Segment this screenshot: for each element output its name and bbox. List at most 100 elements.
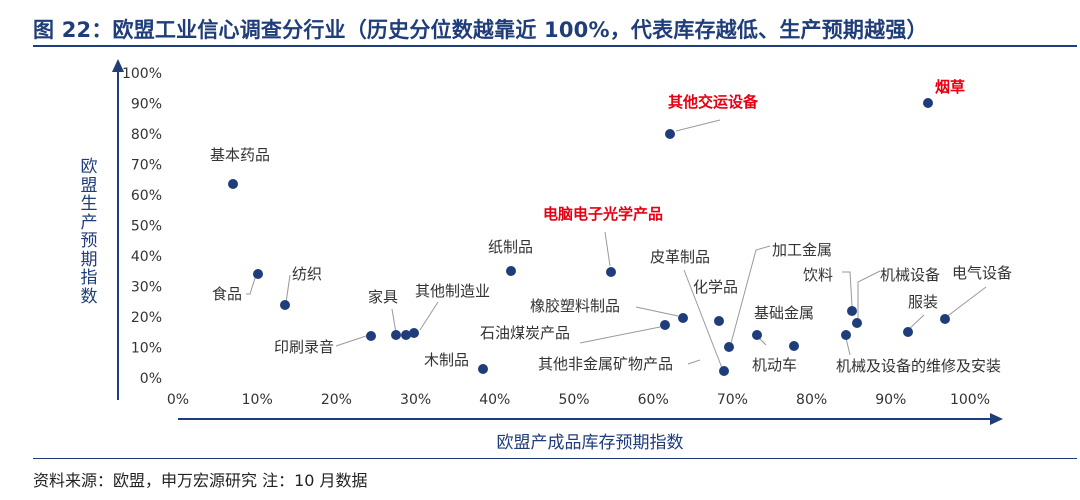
leader-line [683, 269, 723, 369]
x-tick-label: 30% [400, 392, 431, 408]
leader-line [907, 314, 925, 331]
point-label: 石油煤炭产品 [480, 324, 570, 342]
point-label: 化学品 [693, 278, 738, 296]
x-tick-label: 100% [950, 392, 990, 408]
data-point [678, 313, 688, 323]
leader-line [285, 274, 291, 304]
point-label: 服装 [908, 293, 938, 311]
x-tick-label: 40% [479, 392, 510, 408]
data-point [253, 269, 263, 279]
data-point [852, 318, 862, 328]
point-label: 橡胶塑料制品 [530, 297, 620, 315]
data-point [401, 330, 411, 340]
axes [112, 59, 1003, 425]
point-label: 纺织 [292, 265, 322, 283]
data-point [366, 331, 376, 341]
y-tick-label: 40% [131, 249, 162, 265]
x-tick-label: 70% [717, 392, 748, 408]
point-label: 基础金属 [754, 304, 814, 322]
point-label: 电脑电子光学产品 [543, 205, 663, 223]
point-label: 木制品 [424, 351, 469, 369]
data-point [719, 366, 729, 376]
point-label: 机动车 [752, 356, 797, 374]
y-tick-label: 20% [131, 310, 162, 326]
point-label: 食品 [212, 285, 242, 303]
x-tick-label: 10% [242, 392, 273, 408]
leader-line [944, 286, 987, 319]
point-label: 印刷录音 [274, 338, 334, 356]
y-tick-label: 90% [131, 97, 162, 113]
leader-line [635, 306, 679, 317]
point-label: 机械设备 [880, 266, 940, 284]
data-point [841, 330, 851, 340]
y-tick-label: 60% [131, 188, 162, 204]
x-axis-title: 欧盟产成品库存预期指数 [496, 433, 684, 453]
y-tick-label: 0% [140, 371, 162, 387]
y-tick-label: 70% [131, 158, 162, 174]
y-tick-label: 30% [131, 280, 162, 296]
data-point [923, 98, 933, 108]
point-label: 饮料 [803, 266, 833, 284]
x-tick-label: 60% [638, 392, 669, 408]
y-tick-label: 100% [122, 66, 162, 82]
leader-line [675, 119, 721, 132]
y-tick-labels: 0% 10% 20% 30% 40% 50% 60% 70% 80% 90% 100% [122, 66, 162, 387]
leader-line [845, 337, 851, 356]
y-axis-arrow [112, 59, 124, 72]
data-point [665, 129, 675, 139]
leader-line [857, 270, 881, 320]
leader-line [419, 301, 439, 331]
leader-lines [246, 119, 987, 369]
data-point [724, 342, 734, 352]
leader-line [687, 359, 701, 365]
point-label: 纸制品 [488, 238, 533, 256]
leader-line [604, 231, 611, 267]
data-points [228, 98, 950, 376]
data-point [409, 328, 419, 338]
x-axis-arrow [990, 413, 1003, 425]
leader-line [391, 308, 397, 334]
leader-line [842, 271, 853, 307]
x-tick-labels: 0% 10% 20% 30% 40% 50% 60% 70% 80% 90% 100% [167, 392, 990, 408]
point-label: 其他制造业 [415, 282, 490, 300]
data-point [847, 306, 857, 316]
data-point [506, 266, 516, 276]
leader-line [246, 274, 257, 295]
data-point [903, 327, 913, 337]
point-label: 加工金属 [772, 241, 832, 259]
data-point [606, 267, 616, 277]
y-tick-label: 10% [131, 341, 162, 357]
x-tick-label: 80% [796, 392, 827, 408]
data-point [478, 364, 488, 374]
point-label: 基本药品 [210, 146, 270, 164]
source-note: 资料来源：欧盟，申万宏源研究 注：10 月数据 [33, 471, 368, 490]
leader-line [579, 326, 661, 344]
y-tick-label: 50% [131, 219, 162, 235]
x-tick-label: 0% [167, 392, 189, 408]
data-point [789, 341, 799, 351]
data-point [228, 179, 238, 189]
data-point [752, 330, 762, 340]
y-axis-title: 欧盟生产预期指数 [80, 157, 98, 307]
leader-line [729, 245, 771, 348]
x-tick-label: 20% [321, 392, 352, 408]
point-label: 机械及设备的维修及安装 [836, 357, 1001, 375]
data-point [714, 316, 724, 326]
leader-line [335, 335, 367, 347]
x-tick-label: 90% [875, 392, 906, 408]
point-label: 家具 [368, 288, 398, 306]
point-label: 电气设备 [952, 264, 1012, 282]
title-rule [33, 45, 1077, 47]
x-tick-label: 50% [558, 392, 589, 408]
footer-rule [33, 458, 1077, 459]
y-axis-title-wrap: 欧盟生产预期指数 [74, 158, 104, 306]
data-point [940, 314, 950, 324]
data-point [391, 330, 401, 340]
data-point [660, 320, 670, 330]
figure-title: 图 22：欧盟工业信心调查分行业（历史分位数越靠近 100%，代表库存越低、生产… [33, 18, 928, 42]
point-label: 其他交运设备 [668, 93, 759, 111]
y-tick-label: 80% [131, 127, 162, 143]
point-label: 其他非金属矿物产品 [538, 355, 673, 373]
